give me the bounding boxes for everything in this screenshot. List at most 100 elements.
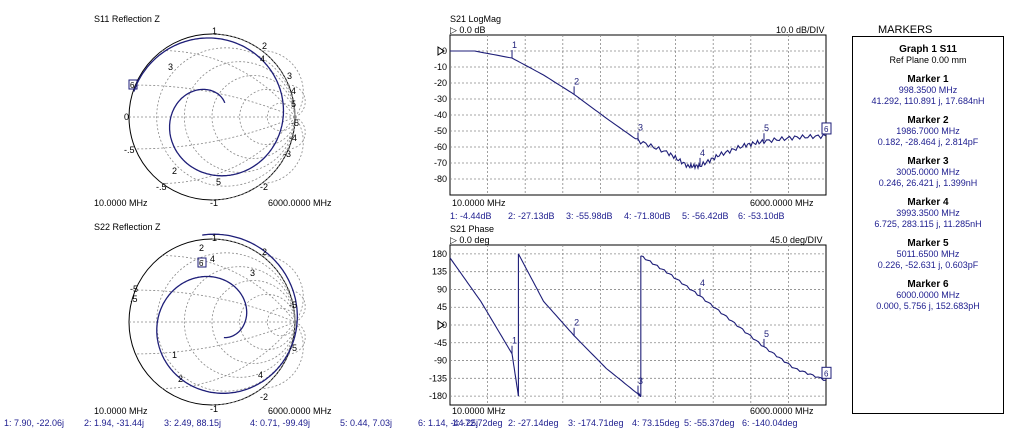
phase-readout-4: 4: 73.15deg (632, 418, 680, 428)
s22-chart (128, 233, 306, 406)
logmag-marker-6-box (821, 122, 832, 135)
marker-5-freq: 5011.6500 MHz (896, 249, 960, 259)
s22-trace (156, 233, 298, 394)
s22-marker-label: 2 (178, 374, 183, 384)
marker-1-name: Marker 1 (907, 74, 949, 85)
markers-graph: Graph 1 S11 (899, 44, 957, 55)
s22-readout-3: 3: 2.49, 88.15j (164, 418, 222, 428)
s11-x-arc (162, 50, 296, 118)
s11-x-arc (211, 33, 296, 118)
phase-readout-5: 5: -55.37deg (684, 418, 735, 428)
phase-marker-label: 4 (700, 278, 705, 288)
logmag-readout-4: 4: -71.80dB (624, 211, 671, 221)
marker-2-freq: 1986.7000 MHz (896, 126, 960, 136)
s11-scale-label: 3 (287, 71, 292, 81)
logmag-ytick-label: -60 (434, 142, 447, 152)
phase-ytick-label: -45 (434, 338, 447, 348)
phase-trace-segment (517, 253, 642, 398)
logmag-marker-label: 4 (700, 148, 705, 158)
marker-4-value: 6.725, 283.115 j, 11.285nH (874, 219, 982, 229)
marker-block-6: Marker 6 6000.0000 MHz 0.000, 5.756 j, 1… (853, 279, 1003, 312)
phase-title: S21 Phase (450, 224, 495, 234)
s11-scale-label: 4 (291, 86, 296, 96)
logmag-stop-freq: 6000.0000 MHz (750, 198, 814, 208)
s22-scale-label: 4 (210, 254, 215, 264)
s11-scale-label: -.5 (124, 145, 135, 155)
s22-x-arc (288, 289, 306, 323)
s22-x-arc (162, 321, 296, 389)
s11-stop-freq: 6000.0000 MHz (268, 198, 332, 208)
phase-readout-3: 3: -174.71deg (568, 418, 624, 428)
s11-x-arc (288, 84, 306, 118)
phase-marker-label: 5 (764, 329, 769, 339)
phase-trace-segment (640, 255, 826, 381)
s22-scale-label: -5 (289, 343, 297, 353)
phase-start-freq: 10.0000 MHz (452, 406, 506, 416)
logmag-ref: ▷ 0.0 dB (450, 25, 486, 35)
s11-x-arc (261, 50, 304, 118)
phase-ref: ▷ 0.0 deg (450, 235, 490, 245)
phase-ytick-label: 45 (437, 302, 447, 312)
logmag-ytick-label: 0 (442, 46, 447, 56)
s11-marker-label: 6 (130, 81, 135, 90)
s11-x-arc (211, 116, 296, 201)
logmag-ytick-label: -40 (434, 110, 447, 120)
s22-scale-label: -2 (260, 392, 268, 402)
logmag-readout-1: 1: -4.44dB (450, 211, 492, 221)
marker-1-freq: 998.3500 MHz (898, 85, 958, 95)
s11-scale-label: -2 (260, 182, 268, 192)
s22-scale-label: -1 (210, 404, 218, 414)
s22-readout-4: 4: 0.71, -99.49j (250, 418, 311, 428)
phase-marker-label: 1 (512, 336, 517, 346)
s22-marker-label: 6 (199, 259, 204, 268)
s22-readout-5: 5: 0.44, 7.03j (340, 418, 393, 428)
s11-marker-label: 3 (168, 62, 173, 72)
marker-5-name: Marker 5 (907, 238, 949, 249)
s11-marker-label: 2 (172, 166, 177, 176)
s22-marker-label: 2 (199, 243, 204, 253)
s11-scale-label: -5 (291, 118, 299, 128)
s22-scale-label: -5 (130, 284, 138, 294)
phase-readout-6: 6: -140.04deg (742, 418, 798, 428)
phase-ytick-label: 90 (437, 284, 447, 294)
phase-ytick-label: 135 (432, 267, 447, 277)
logmag-title: S21 LogMag (450, 14, 502, 24)
logmag-readout-6: 6: -53.10dB (738, 211, 785, 221)
marker-3-value: 0.246, 26.421 j, 1.399nH (878, 178, 978, 188)
marker-block-5: Marker 5 5011.6500 MHz 0.226, -52.631 j,… (853, 238, 1003, 271)
s11-x-arc (135, 116, 296, 150)
s22-start-freq: 10.0000 MHz (94, 406, 148, 416)
phase-marker-6-box (821, 366, 832, 379)
marker-1-value: 41.292, 110.891 j, 17.684nH (871, 96, 985, 106)
s22-x-arc (261, 321, 304, 389)
s11-x-arc (162, 116, 296, 184)
s11-x-arc (261, 116, 304, 184)
markers-header: Graph 1 S11 Ref Plane 0.00 mm (853, 44, 1003, 66)
logmag-marker-label: 2 (574, 76, 579, 86)
marker-6-name: Marker 6 (907, 279, 949, 290)
s11-scale-label: -.5 (156, 182, 167, 192)
s22-readout-1: 1: 7.90, -22.06j (4, 418, 65, 428)
s11-marker-6-box (128, 79, 138, 90)
s22-marker-6-box (197, 257, 207, 268)
logmag-marker-label: 3 (638, 123, 643, 133)
s22-x-arc (211, 321, 296, 406)
s22-x-arc (211, 238, 296, 323)
phase-ref-value: 0.0 deg (459, 235, 490, 245)
logmag-marker-6-label: 6 (824, 125, 829, 134)
logmag-ytick-label: -30 (434, 94, 447, 104)
s11-scale-label: 1 (212, 26, 217, 36)
logmag-ytick-label: -20 (434, 78, 447, 88)
phase-plot (437, 244, 832, 406)
logmag-trace (450, 50, 827, 171)
marker-3-name: Marker 3 (907, 156, 949, 167)
s22-readout-2: 2: 1.94, -31.44j (84, 418, 145, 428)
marker-block-2: Marker 2 1986.7000 MHz 0.182, -28.464 j,… (853, 115, 1003, 148)
phase-marker-label: 2 (574, 318, 579, 328)
phase-ytick-label: -135 (429, 373, 447, 383)
s11-scale-label: 2 (262, 41, 267, 51)
marker-block-1: Marker 1 998.3500 MHz 41.292, 110.891 j,… (853, 74, 1003, 107)
s22-x-arc (288, 321, 306, 355)
s22-x-arc (162, 255, 296, 323)
